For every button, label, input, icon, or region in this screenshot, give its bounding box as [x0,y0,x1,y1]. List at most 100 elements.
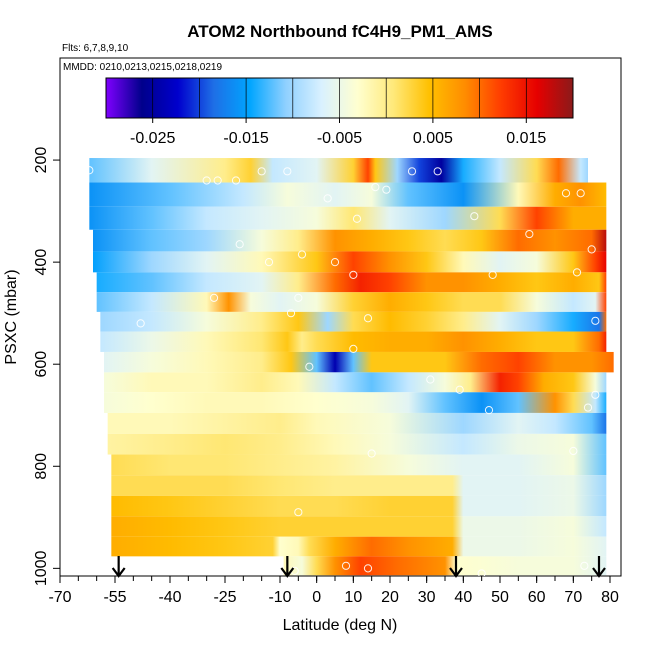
colorbar: -0.025 -0.015 -0.005 0.005 0.015 [105,77,574,147]
sample-point [583,403,593,412]
sample-point [525,229,534,239]
sample-point [488,270,497,279]
y-tick-label: 600 [33,351,50,378]
heatmap-row [93,251,607,273]
sample-point [363,314,373,323]
x-tick-label: -55 [103,589,126,606]
heatmap-row [96,292,607,312]
x-tick-label: 80 [601,589,619,606]
sample-point [209,293,219,302]
plot-frame [59,57,622,577]
sample-point [297,250,307,259]
x-tick-label: 0 [312,589,321,606]
dates-note: MMDD: 0210,0213,0215,0218,0219 [63,62,222,73]
sample-point [231,176,241,185]
colorbar-tick-label: -0.005 [317,130,362,147]
heatmap-row [89,158,588,183]
sample-point [371,183,380,192]
x-tick-label: -70 [48,589,71,606]
x-tick-label: -10 [268,589,291,606]
x-tick-label: 20 [381,589,399,606]
sample-point [85,166,94,175]
x-tick-label: 40 [454,589,472,606]
heatmap-row [100,311,607,332]
x-tick-label: -25 [213,589,236,606]
y-tick-label: 800 [33,453,50,480]
colorbar-tick-label: -0.015 [223,130,268,147]
sample-point [294,293,303,302]
sample-point [202,176,211,185]
heatmap-row [104,372,607,393]
transect-arrow [449,556,463,578]
sample-point [349,270,358,279]
sample-point [330,258,340,267]
heatmap-row [111,475,607,496]
sample-point [283,167,292,176]
x-tick-label: 70 [564,589,582,606]
sample-point [213,176,222,185]
heatmap-row [111,536,607,557]
heatmap-row [111,495,607,517]
x-tick-label: 60 [528,589,546,606]
y-tick-label: 200 [33,147,50,174]
sample-point [587,245,596,254]
y-tick-label: 400 [33,249,50,276]
sample-point [455,385,464,394]
heatmap-row [111,516,607,537]
x-tick-label: 30 [418,589,436,606]
sample-point [74,429,83,438]
heatmap-row [107,433,607,455]
sample-point [294,508,303,517]
colorbar-ticks: -0.025 -0.015 -0.005 0.005 0.015 [130,118,546,147]
x-tick-label: 50 [491,589,509,606]
heatmap-row [89,206,607,230]
transect-arrow [592,556,606,578]
heatmap-row [283,556,607,576]
y-axis: 200 400 600 800 1000 [33,147,60,586]
transect-arrow [111,556,126,578]
sample-point [136,319,145,328]
colorbar-tick-label: 0.005 [413,130,453,147]
sample-point [484,406,494,415]
sample-point [349,344,358,353]
sample-point [367,449,376,458]
heatmap-row [93,229,607,252]
heatmap-row [89,182,607,207]
sample-point [591,390,600,399]
x-axis-label: Latitude (deg N) [283,617,398,634]
sample-point [264,258,274,267]
sample-points [74,166,600,576]
sample-point [305,362,314,371]
sample-point [561,189,571,198]
heatmap-row [104,392,607,413]
heatmap-row [96,272,607,293]
heatmap-rows [89,158,614,576]
y-axis-label: PSXC (mbar) [3,269,20,364]
sample-point [580,561,589,570]
sample-point [407,167,417,176]
colorbar-tick-label: 0.015 [506,130,546,147]
heatmap-row [104,351,614,373]
sample-point [352,214,362,223]
flights-note: Flts: 6,7,8,9,10 [62,43,129,54]
x-tick-label: -40 [158,589,181,606]
sample-point [470,212,479,221]
sample-point [341,561,351,570]
sample-point [576,189,585,198]
sample-point [272,564,281,573]
sample-point [257,167,266,176]
y-tick-label: 1000 [33,550,50,586]
transect-arrows [111,556,606,578]
x-tick-label: 10 [344,589,362,606]
sample-point [363,564,373,573]
sample-point [477,569,486,576]
x-axis: -70 -55 -40 -25 -10 0 10 20 30 40 50 60 70 80 [48,576,619,606]
sample-point [286,309,296,318]
colorbar-tick-label: -0.025 [130,130,175,147]
chart-title: ATOM2 Northbound fC4H9_PM1_AMS [187,22,492,41]
sample-point [569,446,578,456]
sample-point [572,268,582,277]
sample-point [591,316,600,325]
heatmap-row [111,454,607,476]
